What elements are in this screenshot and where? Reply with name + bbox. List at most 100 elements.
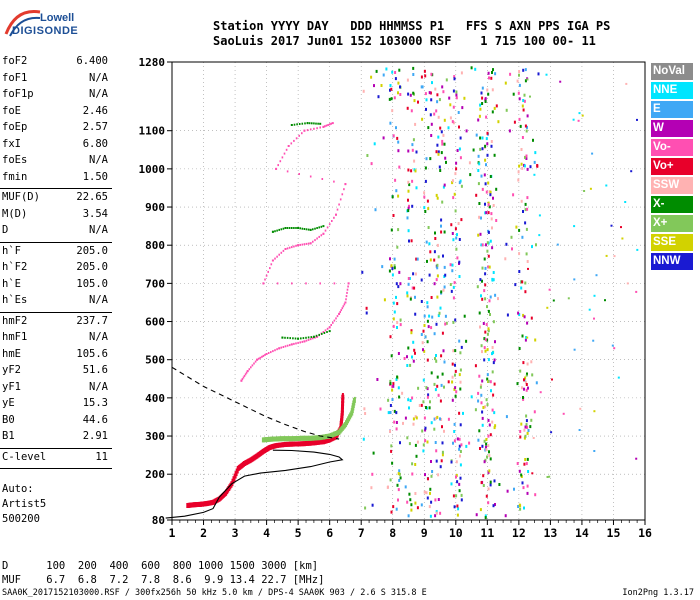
- x-tick-label: 16: [638, 526, 652, 540]
- noise-echo: [520, 199, 523, 203]
- y-tick-label: 400: [145, 392, 165, 405]
- noise-echo: [430, 98, 433, 102]
- noise-echo: [436, 243, 439, 247]
- noise-echo: [437, 498, 440, 501]
- noise-echo: [401, 391, 404, 395]
- noise-echo: [487, 418, 490, 422]
- noise-echo: [474, 408, 477, 412]
- noise-echo: [435, 193, 438, 197]
- noise-echo: [534, 493, 537, 497]
- noise-echo: [379, 407, 382, 411]
- noise-echo: [521, 136, 524, 139]
- noise-echo: [364, 412, 367, 415]
- noise-echo: [424, 210, 427, 213]
- legend-item-w: W: [651, 120, 693, 137]
- noise-echo: [550, 431, 553, 434]
- trace-point: [264, 353, 266, 356]
- header-values: SaoLuis 2017 Jun01 152 103000 RSF 1 715 …: [213, 34, 596, 48]
- noise-echo: [391, 384, 394, 388]
- noise-echo: [426, 259, 428, 263]
- noise-echo: [391, 109, 394, 113]
- noise-echo: [391, 267, 394, 270]
- noise-echo: [415, 454, 418, 458]
- noise-echo: [534, 151, 537, 155]
- noise-echo: [486, 142, 489, 146]
- noise-echo: [390, 228, 393, 232]
- noise-echo: [428, 273, 431, 277]
- trace-point: [301, 340, 304, 343]
- noise-echo: [613, 255, 616, 258]
- noise-echo: [520, 473, 523, 477]
- trace-series: [186, 122, 356, 508]
- noise-echo: [411, 396, 414, 400]
- noise-echo: [459, 463, 462, 467]
- noise-echo: [387, 411, 390, 415]
- trace-point: [291, 246, 293, 249]
- noise-echo: [491, 278, 494, 282]
- noise-echo: [604, 299, 606, 302]
- noise-echo: [487, 181, 490, 185]
- noise-echo: [435, 322, 438, 326]
- noise-echo: [423, 195, 426, 199]
- parameter-row: yF2 51.6: [2, 364, 108, 380]
- noise-echo: [394, 77, 397, 81]
- noise-echo: [523, 315, 526, 319]
- noise-echo: [434, 498, 437, 502]
- noise-echo: [489, 193, 492, 197]
- parameter-value: 1.50: [82, 170, 108, 183]
- trace-point: [282, 442, 286, 448]
- noise-echo: [429, 514, 432, 518]
- noise-echo: [485, 445, 487, 449]
- noise-echo: [431, 315, 434, 319]
- trace-point: [307, 338, 310, 341]
- noise-echo: [440, 459, 443, 463]
- trace-point: [328, 438, 331, 441]
- noise-echo: [422, 329, 425, 333]
- noise-echo: [443, 385, 445, 389]
- trace-point: [283, 152, 286, 155]
- noise-echo: [425, 240, 428, 244]
- trace-point: [276, 348, 278, 351]
- trace-point: [298, 173, 300, 175]
- noise-echo: [407, 229, 410, 233]
- noise-echo: [420, 278, 423, 282]
- trace-point: [344, 183, 347, 186]
- noise-echo: [492, 320, 495, 324]
- legend-item-vo-: Vo-: [651, 139, 693, 156]
- noise-echo: [415, 186, 418, 190]
- trace-point: [341, 412, 344, 415]
- trace-point: [293, 139, 295, 142]
- noise-echo: [406, 500, 409, 504]
- noise-echo: [481, 147, 484, 151]
- noise-echo: [416, 506, 419, 510]
- noise-echo: [427, 393, 430, 397]
- noise-echo: [396, 321, 399, 324]
- noise-echo: [457, 222, 460, 225]
- noise-echo: [522, 396, 524, 399]
- noise-echo: [517, 170, 520, 174]
- noise-echo: [411, 204, 414, 208]
- noise-echo: [517, 505, 520, 508]
- noise-echo: [457, 111, 460, 114]
- noise-echo: [459, 387, 462, 391]
- noise-echo: [441, 142, 444, 146]
- noise-echo: [481, 297, 484, 301]
- noise-echo: [435, 109, 438, 113]
- noise-echo: [434, 514, 437, 518]
- noise-echo: [491, 420, 494, 424]
- trace-point: [333, 319, 336, 322]
- noise-echo: [450, 482, 453, 486]
- trace-point: [301, 132, 303, 135]
- noise-echo: [426, 496, 429, 500]
- noise-echo: [396, 375, 399, 379]
- noise-echo: [488, 450, 490, 454]
- trace-point: [326, 331, 328, 333]
- noise-echo: [546, 306, 549, 309]
- noise-echo: [395, 378, 398, 381]
- noise-echo: [436, 415, 439, 419]
- trace-point: [266, 437, 270, 442]
- noise-echo: [452, 441, 454, 445]
- noise-echo: [450, 289, 453, 293]
- noise-echo: [483, 337, 486, 341]
- noise-echo: [393, 409, 396, 413]
